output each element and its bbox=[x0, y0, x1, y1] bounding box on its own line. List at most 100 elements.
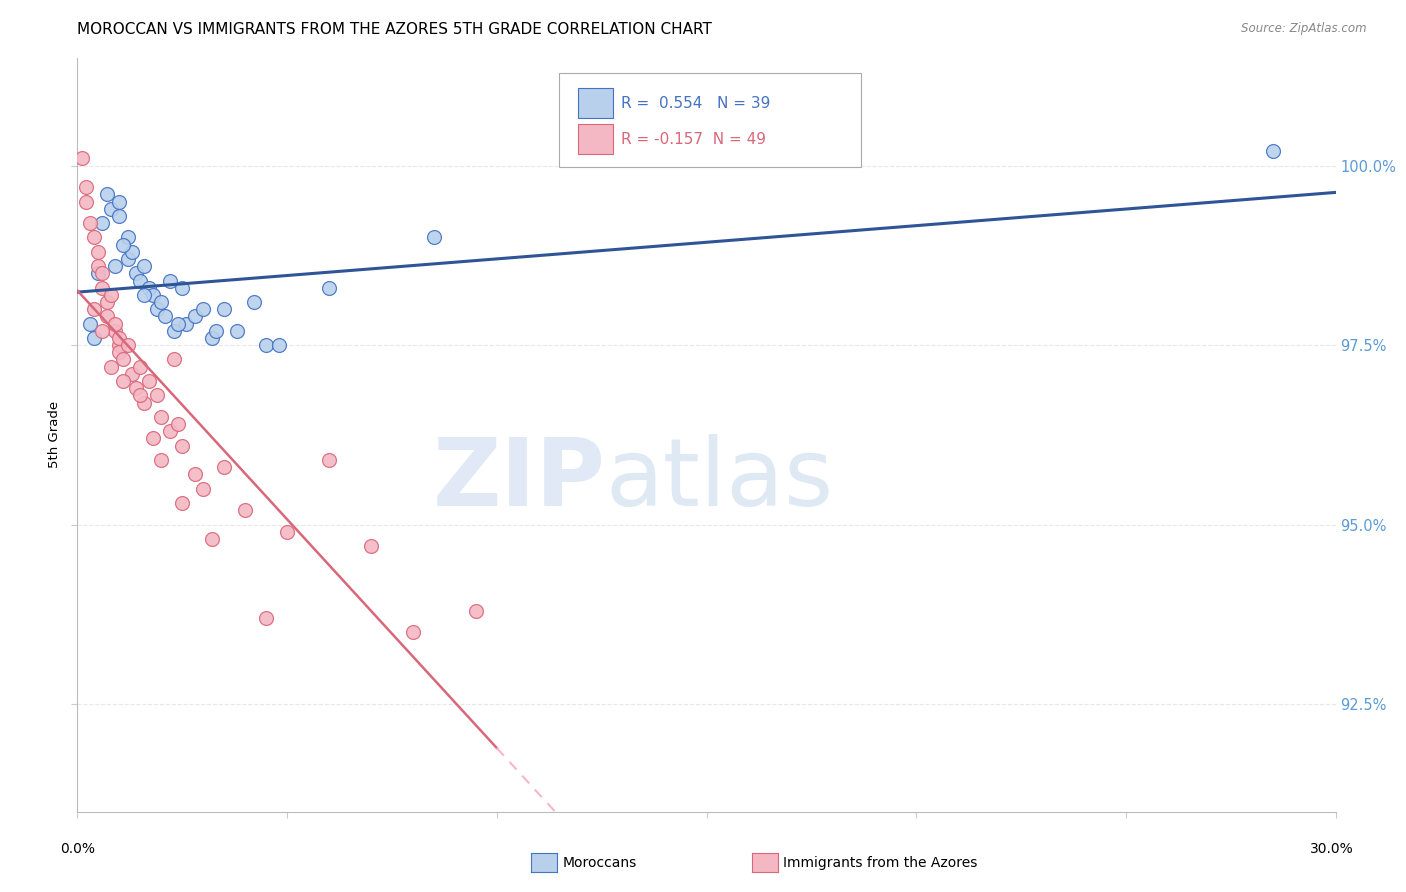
Point bbox=[360, 539, 382, 553]
Point bbox=[150, 295, 173, 310]
Point bbox=[138, 374, 160, 388]
Point bbox=[146, 388, 169, 402]
Point bbox=[200, 532, 222, 546]
Point bbox=[108, 331, 131, 345]
Point bbox=[142, 288, 165, 302]
Point bbox=[318, 453, 340, 467]
Point bbox=[242, 295, 264, 310]
Point bbox=[163, 324, 186, 338]
Point bbox=[402, 625, 425, 640]
Point bbox=[100, 359, 122, 374]
Point bbox=[129, 359, 152, 374]
Point bbox=[108, 194, 131, 209]
Point bbox=[159, 273, 181, 287]
Point bbox=[254, 611, 277, 625]
Point bbox=[83, 230, 105, 244]
Point bbox=[70, 152, 93, 166]
Y-axis label: 5th Grade: 5th Grade bbox=[48, 401, 62, 468]
Point bbox=[1261, 145, 1284, 159]
Point bbox=[75, 180, 97, 194]
Point bbox=[104, 317, 127, 331]
Point bbox=[191, 302, 215, 317]
Point bbox=[87, 259, 110, 273]
Point bbox=[254, 338, 277, 352]
Point bbox=[104, 324, 127, 338]
Text: R =  0.554   N = 39: R = 0.554 N = 39 bbox=[621, 95, 770, 111]
Point bbox=[96, 187, 118, 202]
Point bbox=[79, 216, 101, 230]
Point bbox=[191, 482, 215, 496]
Text: R = -0.157  N = 49: R = -0.157 N = 49 bbox=[621, 132, 766, 147]
Point bbox=[79, 317, 101, 331]
Point bbox=[204, 324, 226, 338]
Point bbox=[117, 230, 139, 244]
Point bbox=[233, 503, 256, 517]
Point bbox=[172, 281, 194, 295]
Point bbox=[108, 345, 131, 359]
Point bbox=[134, 259, 156, 273]
Point bbox=[267, 338, 290, 352]
Point bbox=[112, 374, 135, 388]
Point bbox=[172, 439, 194, 453]
Point bbox=[200, 331, 222, 345]
Point bbox=[117, 338, 139, 352]
Point bbox=[100, 202, 122, 216]
Text: Moroccans: Moroccans bbox=[562, 855, 637, 870]
Point bbox=[87, 266, 110, 280]
Point bbox=[464, 604, 486, 618]
Point bbox=[91, 324, 114, 338]
Point bbox=[167, 417, 190, 431]
Point bbox=[225, 324, 247, 338]
Point bbox=[146, 302, 169, 317]
Text: ZIP: ZIP bbox=[433, 434, 606, 526]
Point bbox=[83, 302, 105, 317]
Point bbox=[125, 381, 148, 395]
Text: Immigrants from the Azores: Immigrants from the Azores bbox=[783, 855, 977, 870]
Point bbox=[121, 367, 143, 381]
Point bbox=[117, 252, 139, 266]
Point bbox=[96, 310, 118, 324]
Point bbox=[108, 338, 131, 352]
Point bbox=[125, 266, 148, 280]
Point bbox=[83, 331, 105, 345]
Point bbox=[121, 244, 143, 259]
Point bbox=[129, 273, 152, 287]
Point bbox=[104, 259, 127, 273]
Point bbox=[172, 496, 194, 510]
Point bbox=[91, 281, 114, 295]
Point bbox=[87, 244, 110, 259]
Point bbox=[159, 424, 181, 438]
Text: atlas: atlas bbox=[606, 434, 834, 526]
FancyBboxPatch shape bbox=[560, 73, 862, 168]
Point bbox=[176, 317, 198, 331]
Point bbox=[167, 317, 190, 331]
Point bbox=[184, 310, 207, 324]
Point bbox=[184, 467, 207, 482]
Point bbox=[318, 281, 340, 295]
Text: 30.0%: 30.0% bbox=[1309, 842, 1354, 856]
Point bbox=[212, 302, 235, 317]
Text: MOROCCAN VS IMMIGRANTS FROM THE AZORES 5TH GRADE CORRELATION CHART: MOROCCAN VS IMMIGRANTS FROM THE AZORES 5… bbox=[77, 22, 713, 37]
Point bbox=[212, 460, 235, 475]
Point bbox=[91, 216, 114, 230]
Text: 0.0%: 0.0% bbox=[60, 842, 94, 856]
Text: Source: ZipAtlas.com: Source: ZipAtlas.com bbox=[1241, 22, 1367, 36]
Point bbox=[276, 524, 298, 539]
Point bbox=[142, 432, 165, 446]
Point bbox=[134, 288, 156, 302]
Point bbox=[91, 266, 114, 280]
Point bbox=[150, 409, 173, 424]
Point bbox=[423, 230, 446, 244]
Point bbox=[138, 281, 160, 295]
Point bbox=[100, 288, 122, 302]
Point bbox=[134, 395, 156, 409]
Point bbox=[75, 194, 97, 209]
Bar bbox=[578, 124, 613, 154]
Point bbox=[129, 388, 152, 402]
Bar bbox=[578, 88, 613, 119]
Point bbox=[96, 295, 118, 310]
Point bbox=[108, 209, 131, 223]
Point bbox=[112, 237, 135, 252]
Point bbox=[112, 352, 135, 367]
Point bbox=[163, 352, 186, 367]
